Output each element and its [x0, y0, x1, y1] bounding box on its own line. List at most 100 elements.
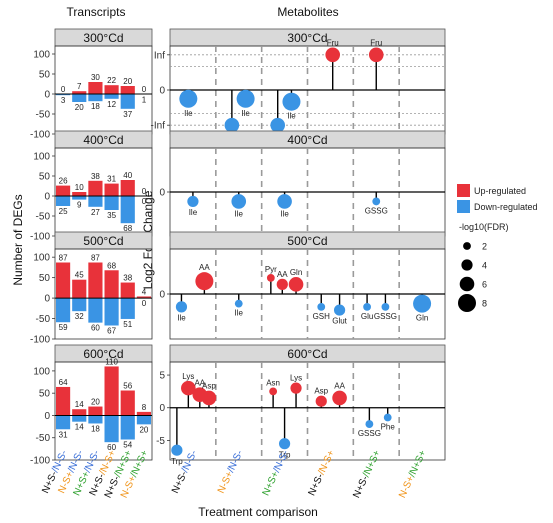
bar-up — [72, 91, 87, 94]
lollipop-point — [224, 117, 240, 133]
metabolite-label: Asp — [202, 382, 216, 391]
metabolite-label: Lys — [182, 372, 194, 381]
bar-down — [104, 415, 119, 443]
y-tick-label: 50 — [39, 70, 51, 81]
metabolite-label: GSSG — [358, 429, 381, 438]
y-tick-label: 50 — [39, 273, 51, 284]
metabolite-label: Asp — [314, 387, 328, 396]
lollipop-point — [372, 197, 381, 206]
metabolite-label: Trp — [279, 450, 291, 459]
lollipop-point — [270, 117, 286, 133]
bar-up-label: 87 — [91, 254, 100, 263]
bar-up — [88, 262, 103, 299]
metabolite-label: GSH — [313, 312, 331, 321]
bar-up-label: 110 — [105, 357, 118, 366]
bar-down-label: 32 — [75, 312, 84, 321]
y-tick-label: -50 — [36, 110, 51, 121]
y-tick-label: -100 — [30, 335, 50, 346]
panel-frame — [54, 45, 153, 135]
bar-up-label: 20 — [123, 77, 132, 86]
bar-down — [120, 415, 135, 440]
x-tick-label-part: /N-S- — [226, 449, 246, 475]
metabolites-column-title: Metabolites — [277, 5, 338, 19]
lollipop-point — [282, 92, 301, 111]
met-x-tick-label: N-S+/N+S+ — [397, 448, 429, 499]
y-tick-label: 0 — [159, 290, 165, 301]
bar-down — [72, 94, 87, 102]
bar-down-label: 9 — [77, 201, 82, 210]
bar-up-label: 56 — [123, 382, 132, 391]
size-legend-dot — [461, 259, 473, 271]
bar-up-label: 4 — [142, 287, 147, 296]
bar-up-label: 22 — [107, 76, 116, 85]
x-tick-label-part: /N-S- — [271, 449, 291, 475]
lollipop-point — [276, 278, 288, 290]
panel-frame — [54, 248, 153, 340]
y-tick-label: 0 — [159, 403, 165, 414]
size-legend-label: 2 — [482, 242, 487, 252]
legend-label-down: Down-regulated — [474, 202, 538, 212]
lollipop-point — [269, 387, 278, 396]
bar-up-label: 26 — [59, 177, 68, 186]
bar-down-label: 37 — [123, 110, 132, 119]
y-tick-label: 100 — [33, 50, 50, 61]
bar-down-label: 0 — [142, 299, 147, 308]
lollipop-point — [201, 390, 217, 406]
transcripts-facet-0: 300°Cd -100 -50 0 50 100 0 7 30 22 20 0 3 20 18 12 37 1 — [30, 28, 153, 141]
bar-up — [88, 180, 103, 196]
bar-up-label: 20 — [91, 398, 100, 407]
bar-up-label: 64 — [59, 378, 68, 387]
bar-down — [136, 415, 151, 425]
facet-strip-label: 500°Cd — [287, 234, 327, 248]
y-tick-label: -100 — [30, 130, 50, 141]
y-tick-label: 5 — [159, 371, 165, 382]
bar-down — [88, 415, 103, 424]
transcripts-column-title: Transcripts — [67, 5, 126, 19]
metabolite-label: Trp — [171, 457, 183, 466]
lollipop-point — [368, 47, 384, 63]
lollipop-point — [365, 420, 374, 428]
bar-down-label: 51 — [123, 320, 132, 329]
y-tick-label: 50 — [39, 172, 51, 183]
metabolite-label: Ile — [280, 210, 289, 219]
lollipop-point — [179, 89, 198, 108]
y-tick-label: Inf — [154, 50, 165, 61]
metabolite-label: Ile — [184, 109, 193, 118]
lollipop-point — [234, 299, 243, 308]
y-tick-label: 0 — [44, 192, 50, 203]
lollipop-point — [278, 438, 291, 450]
x-tick-label-part: /N+S+ — [361, 448, 383, 478]
metabolite-label: AA — [334, 382, 345, 391]
y-tick-label: -50 — [36, 212, 51, 223]
bar-down — [56, 94, 71, 96]
bar-down-label: 25 — [59, 207, 68, 216]
metabolite-label: Ile — [235, 210, 244, 219]
bar-down-label: 27 — [91, 208, 100, 217]
bar-up — [120, 390, 135, 416]
met-x-tick-label: N+S-/N-S- — [170, 449, 200, 496]
lollipop-point — [195, 272, 214, 291]
facet-strip-label: 400°Cd — [287, 133, 327, 147]
met-x-tick-label: N-S+/N-S- — [216, 449, 246, 496]
bar-up — [104, 366, 119, 416]
facet-strip-label: 600°Cd — [83, 347, 123, 361]
legend-label-up: Up-regulated — [474, 186, 526, 196]
bar-down-label: 20 — [139, 425, 148, 434]
bar-up-label: 87 — [59, 254, 68, 263]
bar-down-label: 18 — [91, 102, 100, 111]
bar-up — [120, 86, 135, 94]
facet-strip-label: 300°Cd — [287, 31, 327, 45]
bar-up — [72, 409, 87, 416]
lollipop-point — [288, 277, 304, 292]
lollipop-point — [231, 194, 247, 209]
metabolite-label: GSSG — [365, 206, 388, 215]
size-legend-label: 8 — [482, 299, 487, 309]
y-tick-label: 0 — [44, 411, 50, 422]
legend: Up-regulated Down-regulated -log10(FDR) … — [457, 184, 538, 312]
metabolites-facet-1: 400°Cd 0 Ile Ile Ile GSSG — [159, 130, 446, 237]
bar-up-label: 38 — [91, 172, 100, 181]
